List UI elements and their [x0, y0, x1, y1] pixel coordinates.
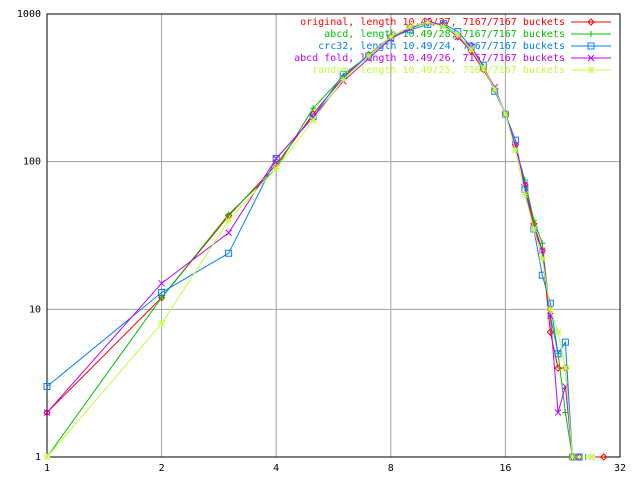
marker [512, 146, 519, 154]
marker [539, 240, 546, 247]
marker [43, 408, 51, 417]
marker [387, 33, 395, 41]
marker [546, 299, 554, 307]
marker [546, 328, 555, 336]
marker [554, 350, 562, 358]
y-tick-label: 1 [35, 452, 41, 463]
series-line [46, 23, 580, 458]
series-line [46, 20, 592, 458]
series-line [46, 21, 586, 458]
marker [575, 453, 583, 461]
series-line [46, 21, 592, 458]
series-line [46, 22, 604, 458]
marker [225, 211, 232, 218]
x-tick-label: 32 [614, 463, 626, 474]
x-tick-label: 2 [159, 463, 165, 474]
legend-marker [587, 42, 595, 50]
marker [43, 453, 51, 461]
marker [440, 23, 447, 31]
marker [554, 409, 562, 416]
marker [158, 279, 165, 287]
marker [569, 453, 576, 461]
x-tick-label: 1 [44, 463, 50, 474]
marker [562, 364, 569, 372]
marker [562, 409, 569, 416]
marker [158, 320, 165, 327]
marker [158, 289, 166, 297]
marker [339, 76, 347, 83]
marker [501, 110, 509, 118]
marker [530, 225, 538, 233]
legend-marker [587, 18, 595, 26]
legend-label: crc32, length 10.49/24, 7167/7167 bucket… [318, 41, 565, 52]
marker [530, 225, 538, 233]
marker [502, 110, 509, 118]
marker [491, 85, 499, 93]
marker [588, 453, 596, 461]
legend-marker [587, 66, 595, 74]
x-tick-label: 4 [273, 463, 279, 474]
marker [272, 155, 280, 162]
plot-frame [46, 13, 621, 458]
marker [479, 64, 487, 72]
marker [561, 338, 569, 346]
legend-marker [587, 54, 595, 62]
marker [309, 113, 317, 121]
marker [309, 113, 317, 121]
marker [600, 453, 608, 461]
marker [538, 255, 546, 263]
marker [157, 293, 166, 302]
marker [554, 328, 562, 336]
marker [479, 61, 487, 69]
marker [272, 155, 280, 163]
marker [454, 31, 462, 39]
y-tick-label: 1000 [17, 9, 41, 20]
marker [225, 249, 233, 257]
marker [406, 23, 414, 31]
y-tick-label: 100 [23, 157, 41, 168]
legend-marker [588, 31, 594, 37]
legend-label: abcd fold, length 10.49/26, 7167/7167 bu… [294, 53, 565, 64]
marker [521, 185, 529, 193]
marker [365, 52, 373, 60]
x-tick-label: 8 [388, 463, 394, 474]
marker [310, 105, 317, 112]
marker [547, 305, 554, 313]
marker [225, 217, 232, 224]
marker [467, 45, 475, 53]
y-tick-label: 10 [29, 304, 41, 315]
legend-label: random, length 10.49/25, 7167/7167 bucke… [312, 65, 565, 76]
marker [521, 191, 529, 198]
marker [43, 409, 51, 416]
marker [387, 34, 395, 42]
marker [568, 453, 576, 461]
marker [365, 52, 373, 60]
marker [309, 117, 317, 124]
marker [272, 165, 280, 172]
legend-label: abcd, length 10.49/28, 7167/7167 buckets [324, 29, 565, 40]
marker [43, 383, 51, 391]
marker [225, 229, 232, 237]
marker [424, 18, 432, 26]
x-tick-label: 16 [499, 463, 511, 474]
